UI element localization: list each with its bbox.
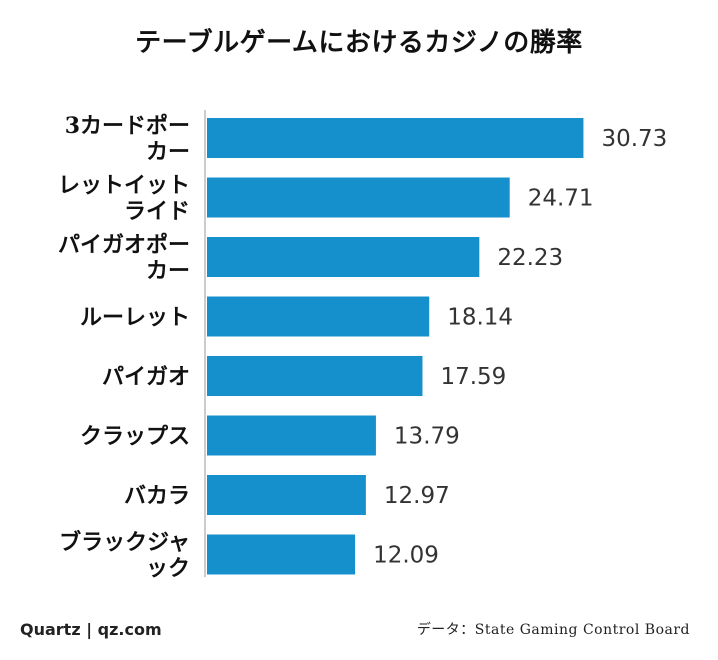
category-label: 3カードポーカー [65,113,190,165]
value-label: 12.09 [373,543,439,569]
value-label: 17.59 [440,364,506,390]
value-label: 13.79 [394,424,460,450]
value-label: 22.23 [497,245,563,271]
footer-source-right: データ：State Gaming Control Board [416,622,690,638]
bar [207,177,510,218]
category-label: ブラックジャック [59,530,190,582]
bar [207,475,366,515]
value-labels-group: 30.73 24.71 22.23 18.14 17.59 13.79 12.97 12.09 [373,126,667,569]
category-label: レットイットライド [58,173,190,225]
category-label: パイガオポーカー [58,232,190,284]
category-label: クラップス [80,424,190,450]
bar [207,415,376,456]
category-label: バカラ [124,483,190,509]
value-label: 12.97 [384,483,450,509]
bar [207,296,430,337]
value-label: 30.73 [601,126,667,152]
footer-source-left: Quartz | qz.com [20,620,162,639]
bars-group [207,118,584,575]
category-label: ルーレット [80,305,190,331]
bar [207,356,423,396]
bar [207,237,480,277]
category-labels-group: 3カードポーカーレットイットライドパイガオポーカールーレットパイガオクラップスバ… [58,113,190,582]
value-label: 18.14 [447,305,513,331]
value-label: 24.71 [528,186,594,212]
bar [207,118,584,158]
bar [207,534,356,575]
category-label: パイガオ [102,364,190,390]
chart-title: テーブルゲームにおけるカジノの勝率 [135,28,583,58]
